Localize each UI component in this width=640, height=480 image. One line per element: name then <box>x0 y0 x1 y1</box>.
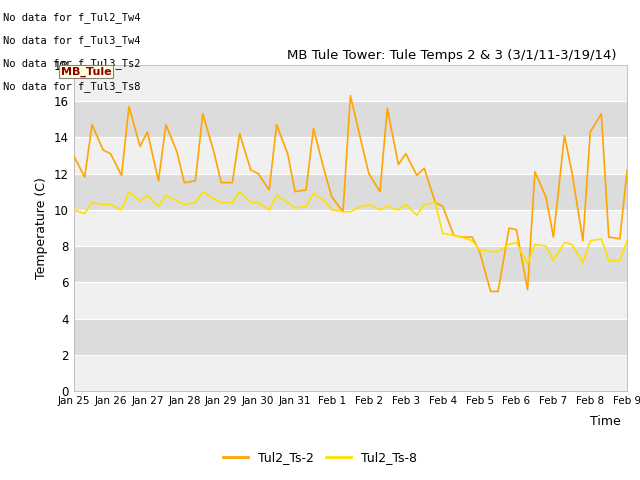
Bar <box>74 210 627 246</box>
Text: MB_Tule: MB_Tule <box>61 66 111 76</box>
Text: MB Tule Tower: Tule Temps 2 & 3 (3/1/11-3/19/14): MB Tule Tower: Tule Temps 2 & 3 (3/1/11-… <box>287 49 616 62</box>
Text: No data for f_Tul2_Tw4: No data for f_Tul2_Tw4 <box>3 12 141 23</box>
Y-axis label: Temperature (C): Temperature (C) <box>35 177 48 279</box>
Bar <box>74 174 627 210</box>
Bar <box>74 137 627 174</box>
Bar <box>74 355 627 391</box>
Text: Time: Time <box>590 415 621 428</box>
Bar <box>74 101 627 137</box>
Legend: Tul2_Ts-2, Tul2_Ts-8: Tul2_Ts-2, Tul2_Ts-8 <box>218 446 422 469</box>
Bar <box>74 246 627 282</box>
Bar <box>74 282 627 319</box>
Text: No data for f_Tul3_Ts2: No data for f_Tul3_Ts2 <box>3 58 141 69</box>
Text: No data for f_Tul3_Ts8: No data for f_Tul3_Ts8 <box>3 81 141 92</box>
Bar <box>74 319 627 355</box>
Text: No data for f_Tul3_Tw4: No data for f_Tul3_Tw4 <box>3 35 141 46</box>
Bar <box>74 65 627 101</box>
